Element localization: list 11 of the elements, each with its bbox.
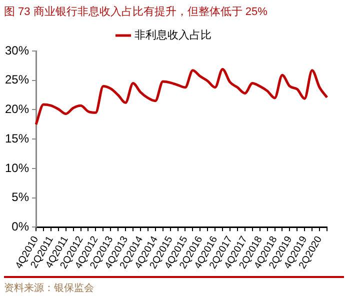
y-tick-label: 15%: [4, 131, 30, 146]
line-series: [34, 68, 328, 126]
y-tick-label: 20%: [4, 102, 30, 116]
y-tick-label: 30%: [4, 43, 30, 58]
y-tick-label: 0%: [12, 219, 30, 234]
y-tick-label: 25%: [4, 72, 30, 87]
y-tick-label: 10%: [4, 160, 30, 175]
y-tick-label: 5%: [12, 190, 30, 204]
legend-label: 非利息收入占比: [134, 28, 212, 42]
chart-title: 图 73 商业银行非息收入占比有提升，但整体低于 25%: [4, 4, 268, 19]
text: 资料来源：银保监会: [4, 282, 94, 295]
